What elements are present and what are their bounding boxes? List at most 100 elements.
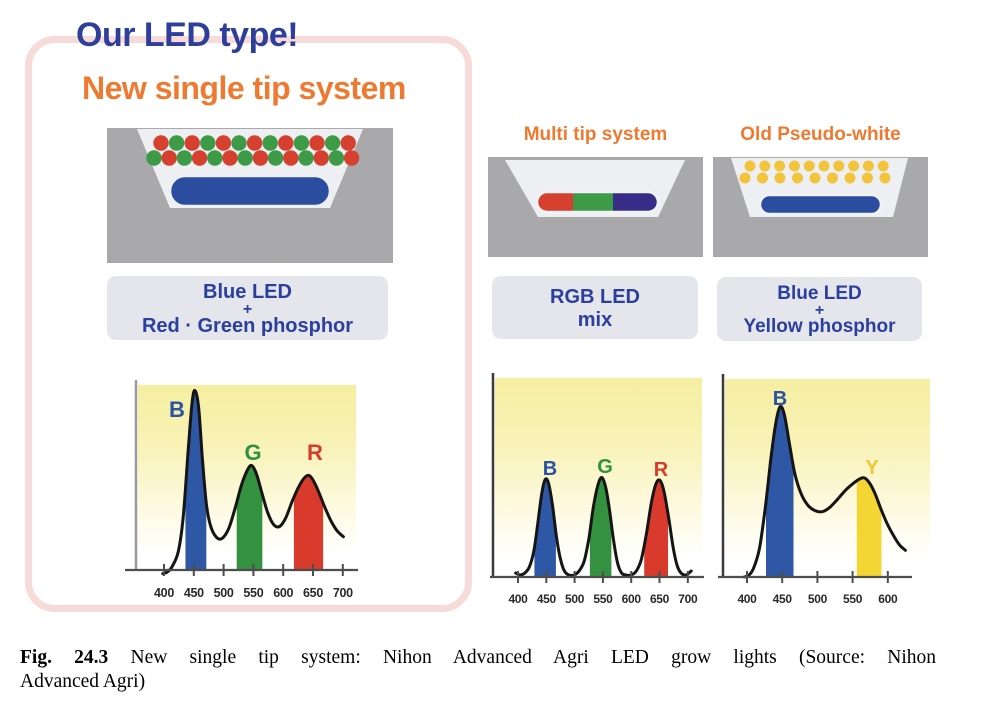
tick-label: 400 xyxy=(508,592,528,606)
tick-label: 400 xyxy=(154,586,174,600)
phosphor-dot xyxy=(324,135,341,151)
phosphor-dot xyxy=(818,160,830,172)
spectrum-curve xyxy=(514,476,693,578)
phosphor-dot xyxy=(168,135,185,151)
phosphor-dot xyxy=(153,135,169,151)
tick-label: 600 xyxy=(622,592,642,606)
phosphor-dot xyxy=(774,160,786,172)
caption-line-2: Advanced Agri) xyxy=(20,671,146,692)
spectrum-band-fill xyxy=(856,477,882,577)
tick-label: 700 xyxy=(333,586,353,600)
our-led-panel-border xyxy=(25,36,472,612)
panel-subtitle: New single tip system xyxy=(82,70,406,106)
rgb-chip-segments xyxy=(537,192,658,212)
phosphor-dot xyxy=(231,135,247,151)
tick-label: 400 xyxy=(737,592,757,606)
phosphor-dot xyxy=(313,150,329,166)
phosphor-dot xyxy=(757,172,768,184)
tick-label: 650 xyxy=(650,592,670,606)
phosphor-dot xyxy=(146,150,162,166)
tick-label: 700 xyxy=(678,592,698,606)
phosphor-dots-red-green xyxy=(146,135,360,166)
peak-label-B: B xyxy=(773,388,787,410)
peak-label-B: B xyxy=(169,397,185,422)
plus-sign: + xyxy=(242,301,253,318)
label-line: Blue LED xyxy=(203,281,292,303)
phosphor-dot xyxy=(862,160,874,172)
phosphor-dot xyxy=(191,150,208,166)
phosphor-dot xyxy=(792,172,803,184)
spectrum-band-fill xyxy=(236,465,263,570)
phosphor-dot xyxy=(278,135,294,151)
phosphor-dot xyxy=(293,135,310,151)
phosphor-dot xyxy=(877,160,889,172)
caption-text: New single tip system: Nihon Advanced Ag… xyxy=(130,647,936,668)
phosphor-dot xyxy=(283,150,299,166)
label-blue-led-yellow-phosphor: Blue LED + Yellow phosphor xyxy=(717,277,922,341)
label-line: Red · Green phosphor xyxy=(141,315,354,337)
figure-number: Fig. 24.3 xyxy=(20,647,109,668)
tick-label: 450 xyxy=(537,592,557,606)
phosphor-dot xyxy=(215,135,232,151)
phosphor-dot xyxy=(298,150,314,166)
phosphor-dot xyxy=(267,150,284,166)
phosphor-dot xyxy=(844,172,856,184)
tick-label: 550 xyxy=(243,586,263,600)
peak-label-R: R xyxy=(654,459,669,481)
phosphor-dot xyxy=(309,135,325,151)
peak-label-R: R xyxy=(307,440,323,465)
phosphor-dot xyxy=(252,150,269,166)
phosphor-dot xyxy=(262,135,278,151)
phosphor-dot xyxy=(739,172,751,184)
spectrum-chart-single-tip: 400 450 500 550 600 650 700 B G R xyxy=(120,375,365,615)
led-diagram-single-tip xyxy=(107,128,393,263)
chart-background xyxy=(725,379,930,577)
label-rgb-led-mix: RGB LED mix xyxy=(492,276,698,339)
spectrum-curve xyxy=(161,389,345,576)
phosphor-dot xyxy=(827,172,838,184)
phosphor-dot xyxy=(862,172,873,184)
label-line: Yellow phosphor xyxy=(743,316,896,337)
peak-label-G: G xyxy=(597,456,613,478)
peak-label-G: G xyxy=(244,440,261,465)
phosphor-dot xyxy=(759,160,771,172)
phosphor-dot xyxy=(774,172,786,184)
panel-title: Our LED type! xyxy=(76,16,299,54)
phosphor-dot xyxy=(176,150,193,166)
phosphor-dot xyxy=(848,160,860,172)
tick-label: 450 xyxy=(184,586,204,600)
green-chip-segment xyxy=(573,192,613,212)
pseudo-white-title: Old Pseudo-white xyxy=(740,124,901,145)
multi-tip-title: Multi tip system xyxy=(523,124,668,145)
phosphor-dot xyxy=(161,150,177,166)
tick-label: 550 xyxy=(843,592,863,606)
phosphor-dots-yellow xyxy=(739,160,891,184)
tick-label: 450 xyxy=(773,592,793,606)
spectrum-chart-multi-tip: 400 450 500 550 600 650 700 B G R xyxy=(488,372,708,615)
phosphor-dot xyxy=(222,150,238,166)
phosphor-dot xyxy=(744,160,756,172)
tick-label: 550 xyxy=(593,592,613,606)
spectrum-chart-pseudo-white: 400 450 500 550 600 B Y xyxy=(718,372,933,615)
label-line: RGB LED xyxy=(550,286,640,308)
phosphor-dot xyxy=(788,160,800,172)
spectrum-band-fill xyxy=(644,479,668,577)
phosphor-dot xyxy=(200,135,216,151)
spectrum-band-fill xyxy=(293,475,324,570)
figure-caption: Fig. 24.3 New single tip system: Nihon A… xyxy=(20,646,936,694)
rgb-chip-outline xyxy=(535,190,660,214)
phosphor-dot xyxy=(246,135,263,151)
led-diagram-multi-tip xyxy=(488,157,703,257)
blue-led-chip xyxy=(758,193,883,216)
phosphor-dot xyxy=(879,172,891,184)
label-line: mix xyxy=(577,309,613,331)
red-chip-segment xyxy=(537,192,573,212)
phosphor-dot xyxy=(328,150,345,166)
caption-line-1: Fig. 24.3 New single tip system: Nihon A… xyxy=(20,646,936,670)
tick-label: 600 xyxy=(273,586,293,600)
phosphor-dot xyxy=(833,160,845,172)
plus-sign: + xyxy=(814,302,825,319)
tick-label: 650 xyxy=(303,586,323,600)
navy-chip-segment xyxy=(613,192,658,212)
